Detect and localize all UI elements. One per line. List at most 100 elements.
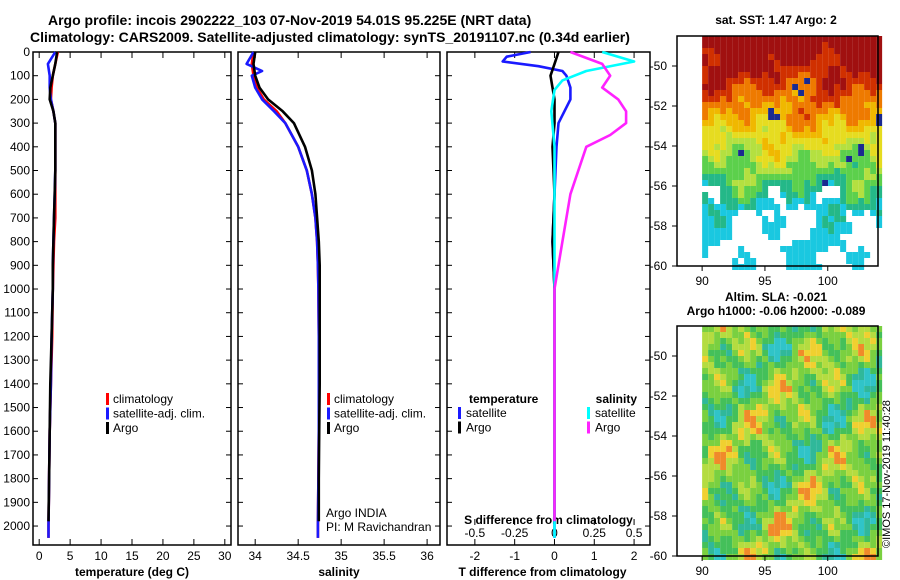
map-cell: [804, 506, 811, 512]
map-cell: [726, 494, 733, 500]
map-cell: [822, 374, 829, 380]
map-cell: [864, 446, 871, 452]
map-cell: [852, 180, 859, 186]
map-cell: [744, 338, 751, 344]
map-cell: [804, 482, 811, 488]
map-cell: [720, 404, 727, 410]
map-cell: [834, 102, 841, 108]
map-cell: [762, 78, 769, 84]
map-cell: [732, 126, 739, 132]
map-cell: [702, 150, 709, 156]
map-cell: [738, 392, 745, 398]
map-cell: [774, 476, 781, 482]
map-cell: [840, 102, 847, 108]
map-cell: [822, 488, 829, 494]
map-cell: [714, 84, 721, 90]
map-cell: [822, 114, 829, 120]
map-cell: [792, 144, 799, 150]
map-cell: [774, 168, 781, 174]
map-cell: [786, 350, 793, 356]
map-cell: [732, 362, 739, 368]
map-cell: [708, 368, 715, 374]
map-cell: [816, 446, 823, 452]
map-cell: [786, 144, 793, 150]
map-cell: [750, 198, 757, 204]
map-cell: [750, 428, 757, 434]
map-cell: [858, 356, 865, 362]
plot-frame: [446, 51, 651, 546]
map-cell: [780, 380, 787, 386]
map-cell: [744, 554, 751, 560]
map-cell: [810, 198, 817, 204]
map-cell: [714, 488, 721, 494]
map-cell: [732, 536, 739, 542]
map-cell: [768, 386, 775, 392]
map-cell: [846, 84, 853, 90]
map-cell: [804, 192, 811, 198]
map-cell: [714, 66, 721, 72]
map-cell: [726, 72, 733, 78]
x-tick-label: 25: [187, 549, 201, 563]
map-cell: [702, 162, 709, 168]
map-cell: [828, 66, 835, 72]
map-cell: [792, 446, 799, 452]
map-cell: [846, 362, 853, 368]
map-cell: [816, 132, 823, 138]
map-cell: [822, 108, 829, 114]
map-cell: [732, 96, 739, 102]
map-cell: [714, 78, 721, 84]
map-cell: [708, 66, 715, 72]
salinity-panel: 34 34.5 35 35.5 36salinityclimatologysatelli…: [237, 51, 441, 579]
map-cell: [828, 84, 835, 90]
map-cell: [774, 506, 781, 512]
map-cell: [852, 440, 859, 446]
map-cell: [708, 72, 715, 78]
map-cell: [726, 126, 733, 132]
map-cell: [744, 512, 751, 518]
map-cell: [702, 216, 709, 222]
map-cell: [756, 374, 763, 380]
map-cell: [774, 422, 781, 428]
map-cell: [798, 174, 805, 180]
map-cell: [816, 180, 823, 186]
map-cell: [816, 404, 823, 410]
map-cell: [726, 446, 733, 452]
map-cell: [774, 326, 781, 332]
map-cell: [840, 60, 847, 66]
temperature-panel: 0100200300400500600700800900100011001200…: [3, 45, 232, 579]
map-cell: [852, 542, 859, 548]
map-cell: [720, 66, 727, 72]
map-cell: [840, 452, 847, 458]
map-cell: [744, 78, 751, 84]
map-cell: [828, 144, 835, 150]
map-cell: [732, 506, 739, 512]
map-cell: [774, 54, 781, 60]
map-cell: [762, 72, 769, 78]
map-cell: [804, 434, 811, 440]
x-tick-label: 30: [218, 549, 232, 563]
map-cell: [804, 392, 811, 398]
map-cell: [708, 398, 715, 404]
map-cell: [768, 458, 775, 464]
difference-panel: -2 -1 0 1 2T difference from climatology-0.5…: [446, 50, 651, 579]
map-cell: [816, 84, 823, 90]
map-cell: [876, 36, 883, 42]
map-cell: [756, 488, 763, 494]
map-cell: [876, 512, 883, 518]
map-cell: [750, 120, 757, 126]
map-cell: [732, 428, 739, 434]
map-cell: [810, 500, 817, 506]
map-cell: [840, 524, 847, 530]
map-cell: [792, 84, 799, 90]
map-cell: [738, 186, 745, 192]
map-cell: [846, 380, 853, 386]
map-cell: [828, 108, 835, 114]
map-cell: [750, 84, 757, 90]
map-cell: [804, 458, 811, 464]
map-cell: [834, 350, 841, 356]
map-cell: [876, 482, 883, 488]
map-cell: [714, 114, 721, 120]
map-cell: [732, 482, 739, 488]
map-cell: [720, 452, 727, 458]
